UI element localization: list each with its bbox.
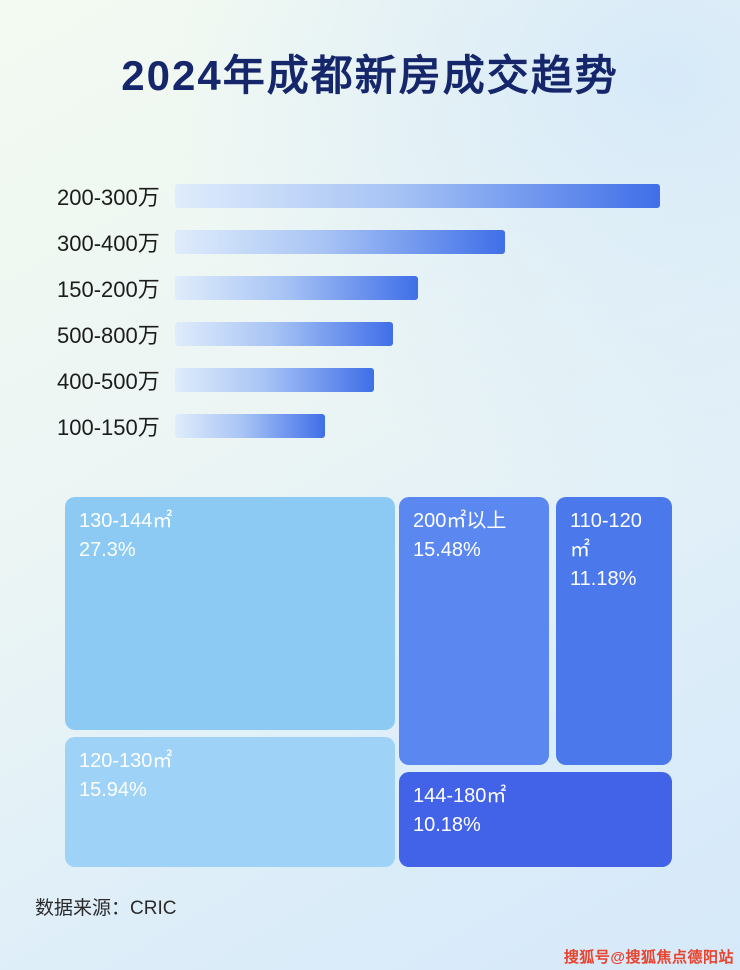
bar: [175, 230, 505, 254]
bar-track: [175, 322, 660, 346]
block-label: 144-180㎡: [413, 785, 507, 807]
block-percent: 27.3%: [79, 539, 136, 561]
treemap-block-120-130: 120-130㎡ 15.94%: [65, 737, 395, 867]
block-percent: 15.94%: [79, 779, 147, 801]
block-label: 120-130㎡: [79, 750, 173, 772]
bar-row: 150-200万: [57, 276, 660, 302]
bar: [175, 276, 418, 300]
treemap-block-110-120: 110-120㎡ 11.18%: [556, 497, 672, 765]
block-label: 130-144㎡: [79, 510, 173, 532]
page-title: 2024年成都新房成交趋势: [121, 52, 619, 99]
bar: [175, 368, 374, 392]
block-percent: 15.48%: [413, 539, 481, 561]
bar-label: 200-300万: [57, 185, 160, 210]
block-label: 200㎡以上: [413, 510, 507, 532]
price-bar-chart: 200-300万 300-400万 150-200万 500-800万 400-: [57, 184, 660, 460]
bar-row: 400-500万: [57, 368, 660, 394]
bar: [175, 322, 394, 346]
block-label: 110-120㎡: [570, 510, 642, 561]
bar-track: [175, 230, 660, 254]
data-source-note: 数据来源：CRIC: [35, 898, 177, 919]
bar: [175, 184, 660, 208]
block-percent: 10.18%: [413, 814, 481, 836]
bar-label: 150-200万: [57, 277, 160, 302]
bar-track: [175, 184, 660, 208]
treemap-block-130-144: 130-144㎡ 27.3%: [65, 497, 395, 730]
watermark: 搜狐号@搜狐焦点德阳站: [563, 949, 734, 966]
bar-row: 100-150万: [57, 414, 660, 440]
bar-row: 300-400万: [57, 230, 660, 256]
bar-track: [175, 368, 660, 392]
bar-row: 200-300万: [57, 184, 660, 210]
block-percent: 11.18%: [570, 568, 637, 590]
treemap-block-200-plus: 200㎡以上 15.48%: [399, 497, 549, 765]
bar-label: 500-800万: [57, 323, 160, 348]
bar: [175, 414, 326, 438]
treemap-block-144-180: 144-180㎡ 10.18%: [399, 772, 672, 867]
bar-label: 300-400万: [57, 231, 160, 256]
bar-label: 100-150万: [57, 415, 160, 440]
bar-label: 400-500万: [57, 369, 160, 394]
bar-row: 500-800万: [57, 322, 660, 348]
bar-track: [175, 276, 660, 300]
bar-track: [175, 414, 660, 438]
